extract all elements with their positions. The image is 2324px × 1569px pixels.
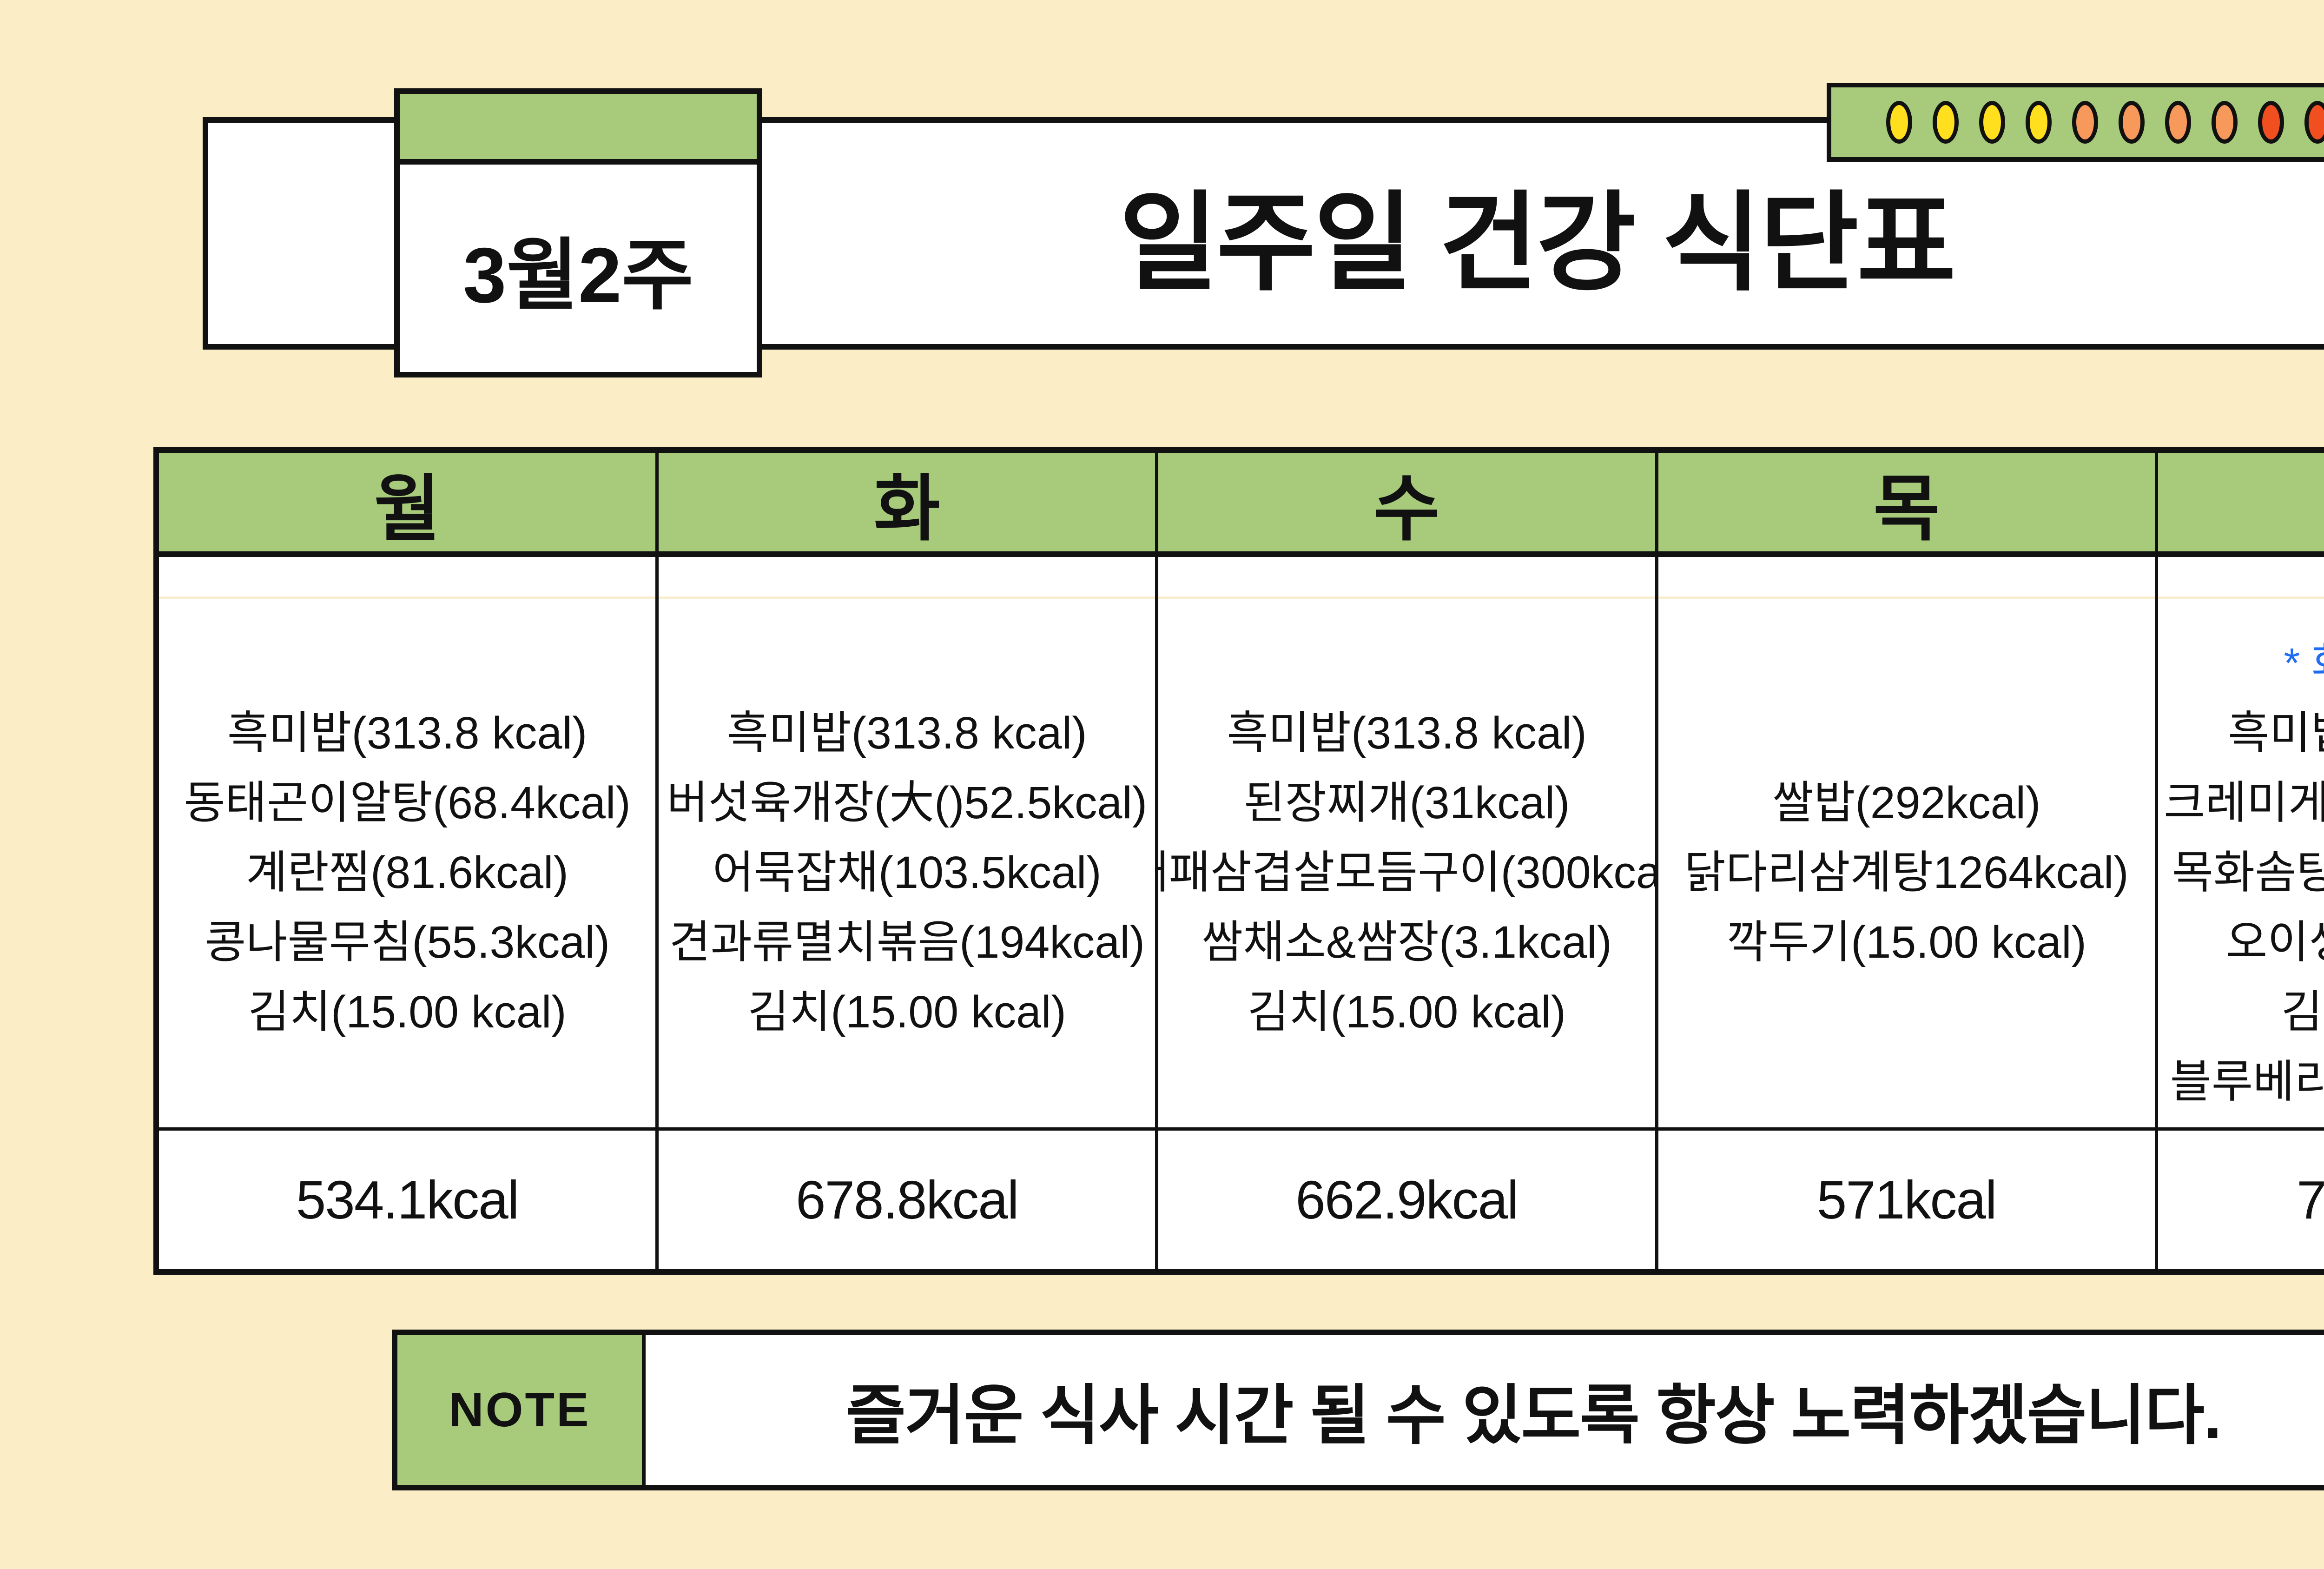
red-dot-icon bbox=[2304, 101, 2324, 144]
note-text: 즐거운 식사 시간 될 수 있도록 항상 노력하겠습니다. bbox=[846, 1379, 2222, 1452]
menu-cell-fri: * 화이트데이 * 흑미밥(313.8 kcal) 크레미게살스프(31.4kcal… bbox=[2158, 557, 2324, 1127]
menu-cell-mon: 흑미밥(313.8 kcal) 동태곤이알탕(68.4kcal) 계란찜(81.6k… bbox=[159, 557, 659, 1127]
totals-row: 534.1kcal 678.8kcal 662.9kcal 571kcal 76… bbox=[159, 1127, 2324, 1269]
menu-cell-wed: 흑미밥(313.8 kcal) 된장찌개(31kcal) 대패삼겹살모듬구이(300… bbox=[1158, 557, 1658, 1127]
menu-item: 김치(15.00 kcal) bbox=[747, 986, 1066, 1037]
menu-item: 블루베리요거트(120kcal) bbox=[2170, 1056, 2324, 1107]
total-thu: 571kcal bbox=[1658, 1131, 2158, 1269]
menu-item: 버섯육개장(大()52.5kcal) bbox=[667, 777, 1148, 828]
week-label: 3월2주 bbox=[463, 231, 693, 319]
menu-item: 동태곤이알탕(68.4kcal) bbox=[184, 777, 631, 828]
menu-item: 김치(15kcall) bbox=[2281, 986, 2324, 1037]
menu-item: 크레미게살스프(31.4kcal) bbox=[2164, 777, 2324, 828]
note-text-area: 즐거운 식사 시간 될 수 있도록 항상 노력하겠습니다. bbox=[646, 1335, 2324, 1485]
orange-dot-icon bbox=[2212, 101, 2238, 144]
menu-item: 흑미밥(313.8 kcal) bbox=[727, 707, 1087, 758]
total-mon: 534.1kcal bbox=[159, 1131, 659, 1269]
note-label-box: NOTE bbox=[397, 1335, 646, 1485]
day-header-fri: 금 bbox=[2158, 453, 2324, 551]
yellow-dot-icon bbox=[2026, 101, 2052, 144]
orange-dot-icon bbox=[2165, 101, 2191, 144]
week-label-area: 3월2주 bbox=[400, 165, 757, 372]
yellow-dot-icon bbox=[1886, 101, 1912, 144]
menu-table: 월 화 수 목 금 흑미밥(313.8 kcal) 동태곤이알탕(68.4kcal… bbox=[153, 447, 2324, 1275]
day-header-wed: 수 bbox=[1158, 453, 1658, 551]
day-header-mon: 월 bbox=[159, 453, 659, 551]
day-header-row: 월 화 수 목 금 bbox=[159, 453, 2324, 557]
menu-item: 오이생채(55.2kcal) bbox=[2225, 916, 2324, 967]
total-wed: 662.9kcal bbox=[1158, 1131, 1658, 1269]
menu-item: 된장찌개(31kcal) bbox=[1243, 777, 1570, 828]
yellow-dot-icon bbox=[1979, 101, 2005, 144]
menu-item: 흑미밥(313.8 kcal) bbox=[2228, 707, 2324, 758]
special-day-label: * 화이트데이 * bbox=[2284, 640, 2324, 687]
total-fri: 768.7kcal bbox=[2297, 1170, 2324, 1230]
total-tue: 678.8kcal bbox=[659, 1131, 1159, 1269]
menu-item: 콩나물무침(55.3kcal) bbox=[205, 916, 610, 967]
note-bar: NOTE 즐거운 식사 시간 될 수 있도록 항상 노력하겠습니다. bbox=[392, 1330, 2324, 1490]
menu-item: 닭다리삼계탕1264kcal) bbox=[1684, 847, 2129, 898]
menu-item: 계란찜(81.6kcal) bbox=[246, 847, 568, 898]
day-header-thu: 목 bbox=[1658, 453, 2158, 551]
menu-item: 흑미밥(313.8 kcal) bbox=[227, 707, 588, 758]
page-title: 일주일 건강 식단표 bbox=[1119, 183, 1956, 304]
menu-cell-tue: 흑미밥(313.8 kcal) 버섯육개장(大()52.5kcal) 어묵잡채(10… bbox=[659, 557, 1159, 1127]
menu-item: 김치(15.00 kcal) bbox=[1247, 986, 1566, 1037]
menu-item: 목화솜탕수육(233.3kcal) bbox=[2172, 847, 2324, 898]
menu-item: 흑미밥(313.8 kcal) bbox=[1227, 707, 1587, 758]
yellow-dot-icon bbox=[1933, 101, 1959, 144]
day-header-tue: 화 bbox=[659, 453, 1159, 551]
note-label: NOTE bbox=[449, 1383, 591, 1437]
orange-dot-icon bbox=[2072, 101, 2098, 144]
week-box-green-cap bbox=[400, 94, 757, 165]
menu-content-row: 흑미밥(313.8 kcal) 동태곤이알탕(68.4kcal) 계란찜(81.6k… bbox=[159, 557, 2324, 1127]
menu-item: 쌈채소&쌈장(3.1kcal) bbox=[1202, 916, 1612, 967]
menu-item: 깍두기(15.00 kcal) bbox=[1726, 916, 2086, 967]
menu-cell-thu: 쌀밥(292kcal) 닭다리삼계탕1264kcal) 깍두기(15.00 kcal… bbox=[1658, 557, 2158, 1127]
orange-dot-icon bbox=[2119, 101, 2145, 144]
menu-item: 쌀밥(292kcal) bbox=[1772, 777, 2041, 828]
red-dot-icon bbox=[2258, 101, 2284, 144]
week-box: 3월2주 bbox=[394, 88, 762, 377]
menu-item: 김치(15.00 kcal) bbox=[248, 986, 567, 1037]
menu-item: 대패삼겹살모듬구이(300kcal) bbox=[1158, 847, 1655, 898]
menu-item: 어묵잡채(103.5kcal) bbox=[712, 847, 1102, 898]
week-indicator-strip: 12W bbox=[1827, 83, 2324, 162]
week-dots bbox=[1886, 101, 2324, 144]
menu-item: 견과류멸치볶음(194kcal) bbox=[669, 916, 1145, 967]
